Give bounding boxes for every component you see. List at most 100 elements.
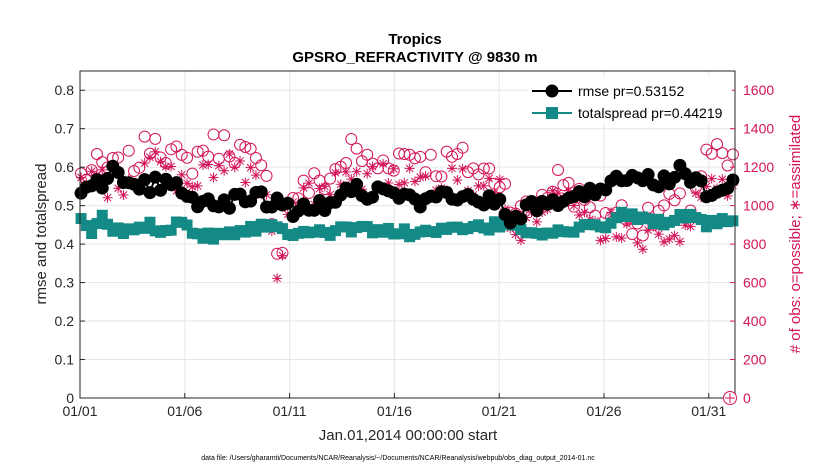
assimilated-obs-marker <box>176 169 187 180</box>
assimilated-obs-marker <box>563 185 574 196</box>
rmse-marker <box>169 176 183 190</box>
assimilated-obs-marker <box>192 180 203 191</box>
rmse-marker <box>641 168 655 182</box>
totalspread-marker <box>144 216 156 228</box>
rmse-marker <box>668 170 682 184</box>
possible-obs-marker <box>149 132 162 145</box>
y-tick-label-right: 0 <box>743 390 751 406</box>
assimilated-obs-marker <box>346 174 357 185</box>
totalspread-marker <box>626 208 638 220</box>
totalspread-marker <box>208 233 220 245</box>
assimilated-obs-marker <box>664 234 675 245</box>
totalspread-marker <box>139 222 151 234</box>
possible-obs-marker <box>350 142 363 155</box>
totalspread-marker <box>653 213 665 225</box>
assimilated-obs-marker <box>388 163 399 174</box>
possible-obs-marker <box>170 140 183 153</box>
totalspread-marker <box>239 226 251 238</box>
plot-frame <box>79 70 736 399</box>
assimilated-obs-marker <box>643 225 654 236</box>
assimilated-obs-marker <box>452 175 463 186</box>
possible-obs-marker <box>239 140 252 153</box>
assimilated-obs-marker <box>621 218 632 229</box>
x-tick-label: 01/16 <box>377 403 412 419</box>
rmse-marker <box>148 170 162 184</box>
rmse-marker <box>493 192 507 206</box>
totalspread-marker <box>112 222 124 234</box>
x-tick-label: 01/21 <box>482 403 517 419</box>
assimilated-obs-marker <box>203 159 214 170</box>
assimilated-obs-marker <box>685 221 696 232</box>
possible-obs-marker <box>191 145 204 158</box>
totalspread-marker <box>605 217 617 229</box>
possible-obs-marker <box>181 151 194 164</box>
assimilated-obs-marker <box>616 233 627 244</box>
rmse-marker <box>307 203 321 217</box>
assimilated-obs-marker <box>250 170 261 181</box>
possible-obs-marker <box>122 144 135 157</box>
rmse-marker <box>101 171 115 185</box>
possible-obs-marker <box>435 170 448 183</box>
totalspread-marker <box>86 227 98 239</box>
axis-ticks: 01/01 01/06 01/11 01/16 01/21 01/26 01/31 0 0.1 0… <box>55 82 775 419</box>
possible-obs-marker <box>234 138 247 151</box>
assimilated-obs-marker <box>706 173 717 184</box>
legend-marker-rmse <box>545 84 559 98</box>
x-tick-label: 01/01 <box>62 403 97 419</box>
assimilated-obs-marker <box>515 235 526 246</box>
x-tick-label: 01/11 <box>273 403 307 419</box>
rmse-marker <box>138 173 152 187</box>
possible-obs-marker <box>552 163 565 176</box>
assimilated-obs-marker <box>139 158 150 169</box>
y-tick-label-left: 0.6 <box>55 159 75 175</box>
possible-obs-marker <box>430 170 443 183</box>
totalspread-marker <box>91 218 103 230</box>
x-tick-label: 01/26 <box>586 403 621 419</box>
y-tick-label-right: 1400 <box>743 121 774 137</box>
y-tick-label-left: 0.1 <box>55 352 75 368</box>
assimilated-obs-marker <box>579 207 590 218</box>
possible-obs-marker <box>244 142 257 155</box>
totalspread-marker <box>165 224 177 236</box>
assimilated-obs-marker <box>637 244 648 255</box>
chart-subtitle: GPSRO_REFRACTIVITY @ 9830 m <box>292 49 537 66</box>
assimilated-obs-marker <box>394 179 405 190</box>
assimilated-obs-marker <box>330 167 341 178</box>
assimilated-obs-marker <box>568 200 579 211</box>
assimilated-obs-marker <box>420 171 431 182</box>
possible-obs-marker <box>456 141 469 154</box>
possible-obs-marker <box>255 159 268 172</box>
assimilated-obs-marker <box>314 183 325 194</box>
assimilated-obs-marker <box>574 210 585 221</box>
assimilated-obs-marker <box>245 162 256 173</box>
assimilated-obs-marker <box>341 167 352 178</box>
assimilated-obs-marker <box>351 166 362 177</box>
assimilated-obs-marker <box>86 166 97 177</box>
assimilated-obs-marker <box>303 178 314 189</box>
assimilated-obs-marker <box>632 237 643 248</box>
chart-title: Tropics <box>388 31 441 48</box>
assimilated-obs-marker <box>102 192 113 203</box>
legend-marker-totalspread <box>546 107 558 119</box>
rmse-marker <box>281 196 295 210</box>
assimilated-obs-marker <box>653 229 664 240</box>
y-tick-label-right: 1200 <box>743 159 774 175</box>
assimilated-obs-marker <box>213 160 224 171</box>
rmse-marker <box>111 166 125 180</box>
assimilated-obs-marker <box>160 161 171 172</box>
assimilated-obs-marker <box>478 180 489 191</box>
totalspread-marker <box>361 221 373 233</box>
assimilated-obs-marker <box>362 168 373 179</box>
totalspread-marker <box>398 223 410 235</box>
assimilated-obs-marker <box>150 146 161 157</box>
assimilated-obs-marker <box>595 235 606 246</box>
possible-obs-marker <box>186 167 199 180</box>
assimilated-obs-marker <box>680 220 691 231</box>
totalspread-marker <box>75 213 87 225</box>
y-tick-label-right: 1600 <box>743 82 774 98</box>
possible-obs-marker <box>557 179 570 192</box>
possible-obs-marker <box>673 187 686 200</box>
assimilated-obs-marker <box>404 163 415 174</box>
possible-obs-marker <box>345 133 358 146</box>
